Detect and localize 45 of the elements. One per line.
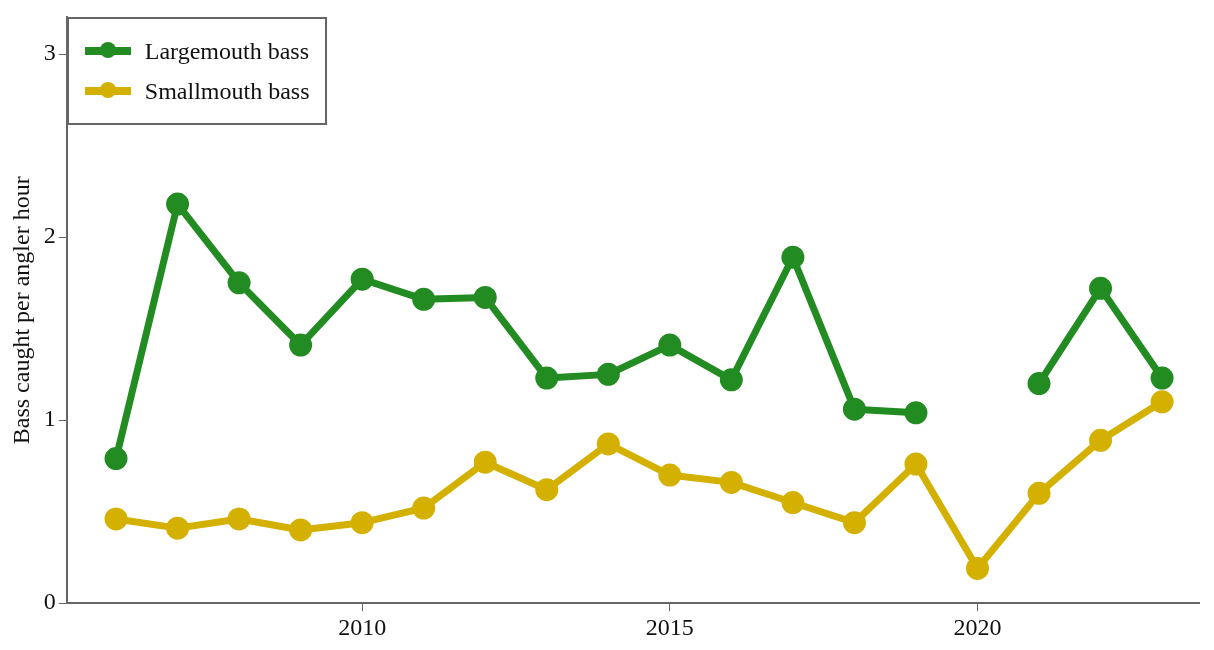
point — [227, 507, 251, 531]
point — [596, 362, 620, 386]
point — [350, 267, 374, 291]
point — [166, 192, 190, 216]
point — [535, 366, 559, 390]
point — [904, 452, 928, 476]
y-tick-label: 2 — [43, 222, 56, 249]
point — [473, 450, 497, 474]
point — [781, 245, 805, 269]
point — [412, 287, 436, 311]
x-tick-label: 2020 — [953, 613, 1002, 640]
point — [1027, 481, 1051, 505]
point — [289, 518, 313, 542]
point — [104, 447, 128, 471]
legend-label: Smallmouth bass — [144, 77, 310, 105]
x-tick-label: 2015 — [645, 613, 694, 640]
point — [473, 285, 497, 309]
point — [1150, 390, 1174, 414]
point — [350, 511, 374, 535]
point — [658, 333, 682, 357]
point — [596, 432, 620, 456]
point — [227, 271, 251, 295]
point — [166, 516, 190, 540]
y-axis-title: Bass caught per angler hour — [7, 176, 34, 445]
point — [719, 368, 743, 392]
x-tick-label: 2010 — [338, 613, 387, 640]
point — [1089, 428, 1113, 452]
point — [1027, 372, 1051, 396]
point — [842, 397, 866, 421]
point — [289, 333, 313, 357]
point — [412, 496, 436, 520]
y-tick-label: 0 — [43, 588, 56, 615]
point — [719, 470, 743, 494]
point — [1150, 366, 1174, 390]
y-tick-label: 1 — [43, 405, 56, 432]
point — [535, 478, 559, 502]
point — [965, 556, 989, 580]
y-tick-label: 3 — [43, 39, 56, 66]
point — [904, 401, 928, 425]
point — [1089, 276, 1113, 300]
point — [842, 511, 866, 535]
point — [104, 507, 128, 531]
point — [781, 491, 805, 515]
legend-label: Largemouth bass — [144, 37, 309, 65]
point — [658, 463, 682, 487]
